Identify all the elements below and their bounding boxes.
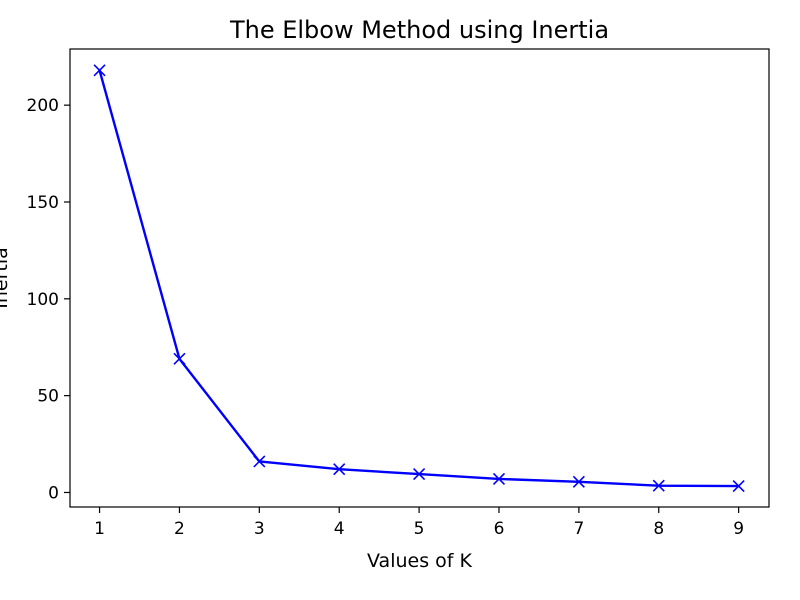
- data-point-marker: [333, 463, 346, 476]
- data-point-marker: [93, 64, 106, 77]
- data-point-marker: [253, 455, 266, 468]
- y-tick-label: 100: [27, 290, 59, 310]
- y-axis-label: Inertia: [0, 247, 12, 309]
- data-point-marker: [572, 475, 585, 488]
- data-point-marker: [173, 352, 186, 365]
- plot-area-frame: [69, 48, 770, 508]
- x-tick-label: 4: [334, 519, 345, 539]
- data-point-marker: [413, 468, 426, 481]
- series-line: [98, 69, 740, 488]
- y-axis: 0 50 100 150 200: [27, 96, 70, 503]
- x-tick-label: 2: [174, 519, 185, 539]
- x-axis: 1 2 3 4 5 6 7 8 9: [94, 507, 744, 539]
- x-tick-label: 6: [494, 519, 505, 539]
- x-tick-label: 7: [573, 519, 584, 539]
- x-tick-label: 1: [94, 519, 105, 539]
- x-tick-label: 8: [653, 519, 664, 539]
- x-tick-label: 5: [414, 519, 425, 539]
- x-tick-label: 9: [733, 519, 744, 539]
- y-tick-label: 150: [27, 193, 59, 213]
- series-group: [93, 64, 745, 493]
- x-tick-label: 3: [254, 519, 265, 539]
- data-point-marker: [652, 479, 665, 492]
- data-point-marker: [732, 480, 745, 493]
- y-tick-label: 200: [27, 96, 59, 116]
- data-point-marker: [492, 472, 506, 485]
- chart-title: The Elbow Method using Inertia: [229, 16, 609, 44]
- x-axis-label: Values of K: [367, 550, 472, 572]
- y-tick-label: 50: [37, 387, 59, 407]
- y-tick-label: 0: [48, 483, 59, 503]
